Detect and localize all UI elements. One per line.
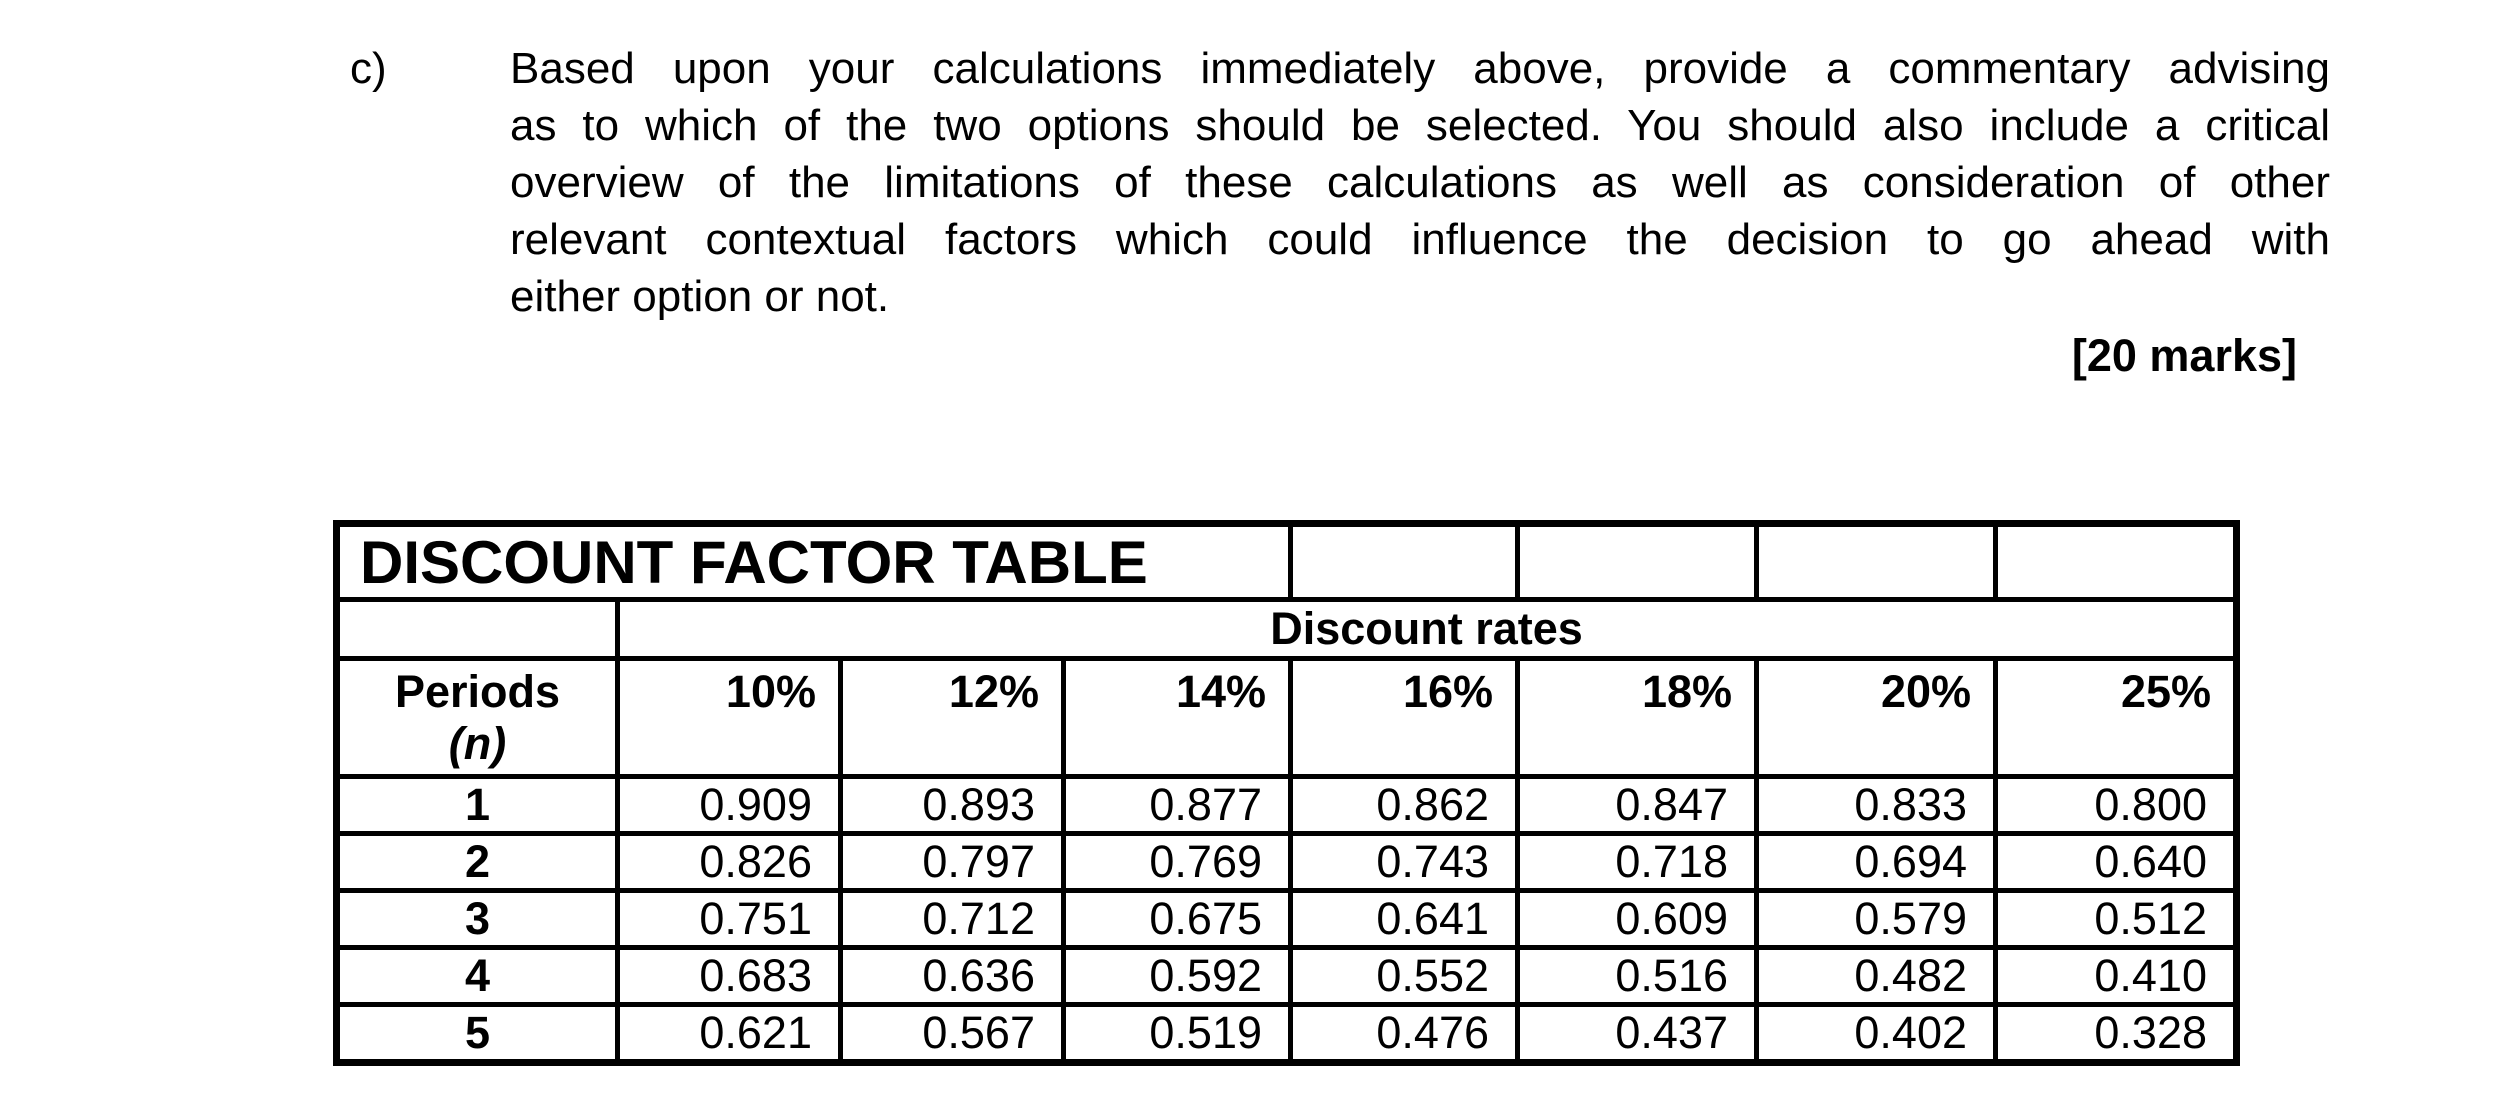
title-row-empty-cell	[1288, 521, 1521, 602]
title-row-empty-cell	[1515, 521, 1760, 602]
factor-value: 0.567	[838, 1002, 1066, 1065]
question-line-2: as to which of the two options should be…	[510, 101, 2330, 150]
period-label: 4	[334, 945, 620, 1007]
factor-value: 0.833	[1754, 774, 1999, 836]
factor-value: 0.592	[1060, 945, 1294, 1007]
column-header-row: Periods (n) 10% 12% 14% 16% 18% 20% 25%	[334, 656, 2240, 779]
rate-header-20: 20%	[1754, 656, 1999, 779]
factor-value: 0.621	[615, 1002, 843, 1065]
factor-value: 0.641	[1288, 888, 1521, 950]
factor-value: 0.552	[1288, 945, 1521, 1007]
factor-value: 0.909	[615, 774, 843, 836]
factor-value: 0.877	[1060, 774, 1294, 836]
question-line-3: overview of the limitations of these cal…	[510, 158, 2330, 207]
table-row-period-2: 2 0.826 0.797 0.769 0.743 0.718 0.694 0.…	[334, 831, 2240, 893]
table-title: DISCOUNT FACTOR TABLE	[333, 521, 1294, 602]
discount-rates-header: Discount rates	[614, 597, 2240, 661]
factor-value: 0.800	[1993, 774, 2240, 836]
factor-value: 0.609	[1515, 888, 1760, 950]
periods-header: Periods (n)	[334, 656, 620, 779]
table-title-row: DISCOUNT FACTOR TABLE	[333, 521, 2240, 602]
table-row-period-5: 5 0.621 0.567 0.519 0.476 0.437 0.402 0.…	[334, 1002, 2240, 1065]
factor-value: 0.640	[1993, 831, 2240, 893]
factor-value: 0.476	[1288, 1002, 1521, 1065]
factor-value: 0.437	[1515, 1002, 1760, 1065]
rate-header-16: 16%	[1288, 656, 1521, 779]
group-header-empty-cell	[334, 597, 620, 661]
factor-value: 0.847	[1515, 774, 1760, 836]
factor-value: 0.516	[1515, 945, 1760, 1007]
factor-value: 0.694	[1754, 831, 1999, 893]
rate-header-14: 14%	[1060, 656, 1294, 779]
rate-header-18: 18%	[1515, 656, 1760, 779]
table-row-period-1: 1 0.909 0.893 0.877 0.862 0.847 0.833 0.…	[334, 774, 2240, 836]
discount-factor-table: DISCOUNT FACTOR TABLE Discount rates Per…	[333, 520, 2241, 1066]
rate-header-25: 25%	[1993, 656, 2240, 779]
factor-value: 0.410	[1993, 945, 2240, 1007]
table-row-period-4: 4 0.683 0.636 0.592 0.552 0.516 0.482 0.…	[334, 945, 2240, 1007]
factor-value: 0.718	[1515, 831, 1760, 893]
factor-value: 0.512	[1993, 888, 2240, 950]
period-label: 5	[334, 1002, 620, 1065]
factor-value: 0.893	[838, 774, 1066, 836]
factor-value: 0.579	[1754, 888, 1999, 950]
question-paragraph: Based upon your calculations immediately…	[510, 40, 2330, 325]
title-row-empty-cell	[1993, 521, 2240, 602]
question-line-4: relevant contextual factors which could …	[510, 215, 2330, 264]
title-row-empty-cell	[1754, 521, 1999, 602]
period-label: 2	[334, 831, 620, 893]
factor-value: 0.862	[1288, 774, 1521, 836]
factor-value: 0.519	[1060, 1002, 1294, 1065]
factor-value: 0.743	[1288, 831, 1521, 893]
factor-value: 0.769	[1060, 831, 1294, 893]
periods-header-line2: (n)	[448, 718, 507, 769]
factor-value: 0.636	[838, 945, 1066, 1007]
period-label: 3	[334, 888, 620, 950]
factor-value: 0.402	[1754, 1002, 1999, 1065]
factor-value: 0.328	[1993, 1002, 2240, 1065]
group-header-row: Discount rates	[334, 597, 2240, 661]
factor-value: 0.482	[1754, 945, 1999, 1007]
periods-header-line1: Periods	[394, 666, 561, 717]
factor-value: 0.797	[838, 831, 1066, 893]
table-row-period-3: 3 0.751 0.712 0.675 0.641 0.609 0.579 0.…	[334, 888, 2240, 950]
factor-value: 0.751	[615, 888, 843, 950]
factor-value: 0.683	[615, 945, 843, 1007]
factor-value: 0.826	[615, 831, 843, 893]
factor-value: 0.712	[838, 888, 1066, 950]
question-line-5: either option or not.	[510, 272, 890, 321]
question-label: c)	[350, 44, 387, 93]
marks-label: [20 marks]	[2071, 330, 2297, 381]
factor-value: 0.675	[1060, 888, 1294, 950]
rate-header-12: 12%	[838, 656, 1066, 779]
period-label: 1	[334, 774, 620, 836]
rate-header-10: 10%	[615, 656, 843, 779]
question-line-1: Based upon your calculations immediately…	[510, 44, 2330, 93]
